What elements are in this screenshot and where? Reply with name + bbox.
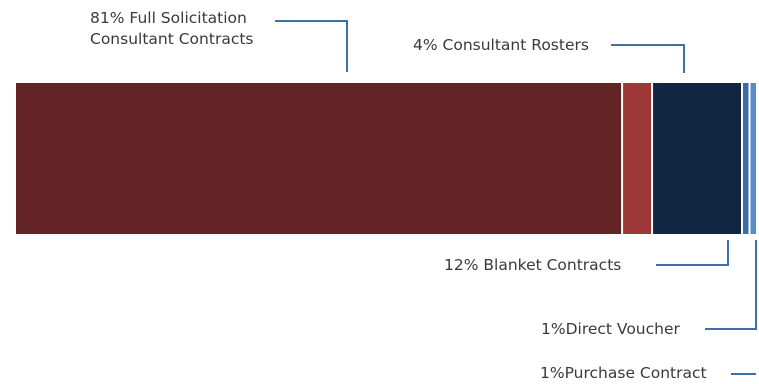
label-blanket-contracts: 12% Blanket Contracts [444, 255, 621, 276]
label-full-solicitation-line2: Consultant Contracts [90, 30, 254, 48]
leader-line-full-solicitation-consultant-contracts [275, 20, 348, 72]
label-full-solicitation-line1: 81% Full Solicitation [90, 9, 247, 27]
bar-segment-blanket-contracts [653, 83, 742, 234]
bar-segment-consultant-rosters [623, 83, 652, 234]
label-consultant-rosters: 4% Consultant Rosters [413, 35, 589, 56]
bar-segment-full-solicitation-consultant-contracts [16, 83, 622, 234]
label-direct-voucher-text: 1%Direct Voucher [541, 320, 680, 338]
bar-segment-purchase-contract [750, 83, 756, 234]
leader-line-consultant-rosters [611, 44, 685, 73]
label-consultant-rosters-text: 4% Consultant Rosters [413, 36, 589, 54]
leader-line-direct-voucher [705, 240, 757, 330]
label-blanket-contracts-text: 12% Blanket Contracts [444, 256, 622, 274]
label-full-solicitation: 81% Full Solicitation Consultant Contrac… [90, 8, 254, 50]
leader-line-blanket-contracts [656, 240, 729, 266]
bar-segment-direct-voucher [743, 83, 749, 234]
leader-lines [275, 20, 757, 375]
label-direct-voucher: 1%Direct Voucher [541, 319, 680, 340]
label-purchase-contract-text: 1%Purchase Contract [540, 364, 707, 382]
bar-group [16, 83, 756, 234]
label-purchase-contract: 1%Purchase Contract [540, 363, 707, 384]
